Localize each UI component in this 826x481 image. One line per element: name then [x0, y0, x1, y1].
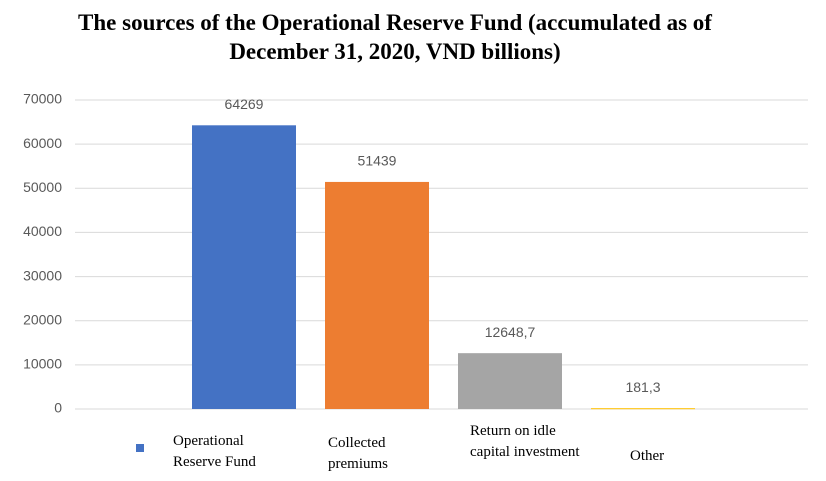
category-label: Collected premiums: [328, 433, 428, 475]
y-tick-label: 40000: [23, 223, 62, 239]
value-label: 51439: [358, 153, 397, 169]
y-tick-label: 30000: [23, 267, 62, 283]
chart-title: The sources of the Operational Reserve F…: [78, 10, 712, 64]
value-label: 64269: [225, 96, 264, 112]
y-tick-label: 50000: [23, 179, 62, 195]
value-label: 181,3: [625, 379, 660, 395]
bar: [458, 353, 562, 409]
value-label: 12648,7: [485, 324, 536, 340]
category-label: Operational Reserve Fund: [173, 431, 283, 473]
y-tick-label: 0: [54, 400, 62, 416]
y-tick-label: 70000: [23, 91, 62, 107]
bar: [325, 181, 429, 409]
legend-marker: [136, 444, 144, 452]
category-label: Other: [630, 446, 710, 467]
bar: [591, 408, 695, 410]
category-label: Return on idle capital investment: [470, 421, 580, 463]
y-tick-label: 60000: [23, 135, 62, 151]
y-tick-label: 20000: [23, 311, 62, 327]
y-tick-label: 10000: [23, 356, 62, 372]
bar: [192, 125, 296, 409]
